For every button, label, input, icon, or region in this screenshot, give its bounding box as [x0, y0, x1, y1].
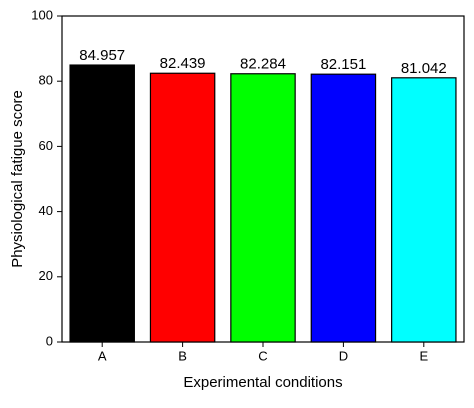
y-tick-label: 40	[39, 203, 53, 218]
x-tick-label: B	[178, 348, 187, 363]
y-axis-label: Physiological fatigue score	[9, 90, 26, 268]
y-tick-label: 0	[46, 333, 53, 348]
bar	[310, 73, 377, 343]
bar	[149, 72, 216, 343]
value-label: 82.439	[160, 55, 206, 72]
x-axis-label: Experimental conditions	[183, 374, 342, 391]
value-label: 82.284	[240, 56, 286, 73]
value-label: 82.151	[320, 56, 366, 73]
x-tick-label: E	[419, 348, 428, 363]
y-tick-label: 20	[39, 268, 53, 283]
x-tick-label: C	[258, 348, 267, 363]
x-tick-label: A	[98, 348, 107, 363]
bar	[69, 64, 135, 343]
y-tick-label: 60	[39, 138, 53, 153]
value-label: 81.042	[401, 60, 447, 77]
y-tick-label: 100	[31, 7, 53, 22]
bar	[230, 73, 296, 343]
bar	[391, 77, 457, 343]
y-tick-label: 80	[39, 73, 53, 88]
x-tick-label: D	[339, 348, 348, 363]
value-label: 84.957	[79, 47, 125, 64]
